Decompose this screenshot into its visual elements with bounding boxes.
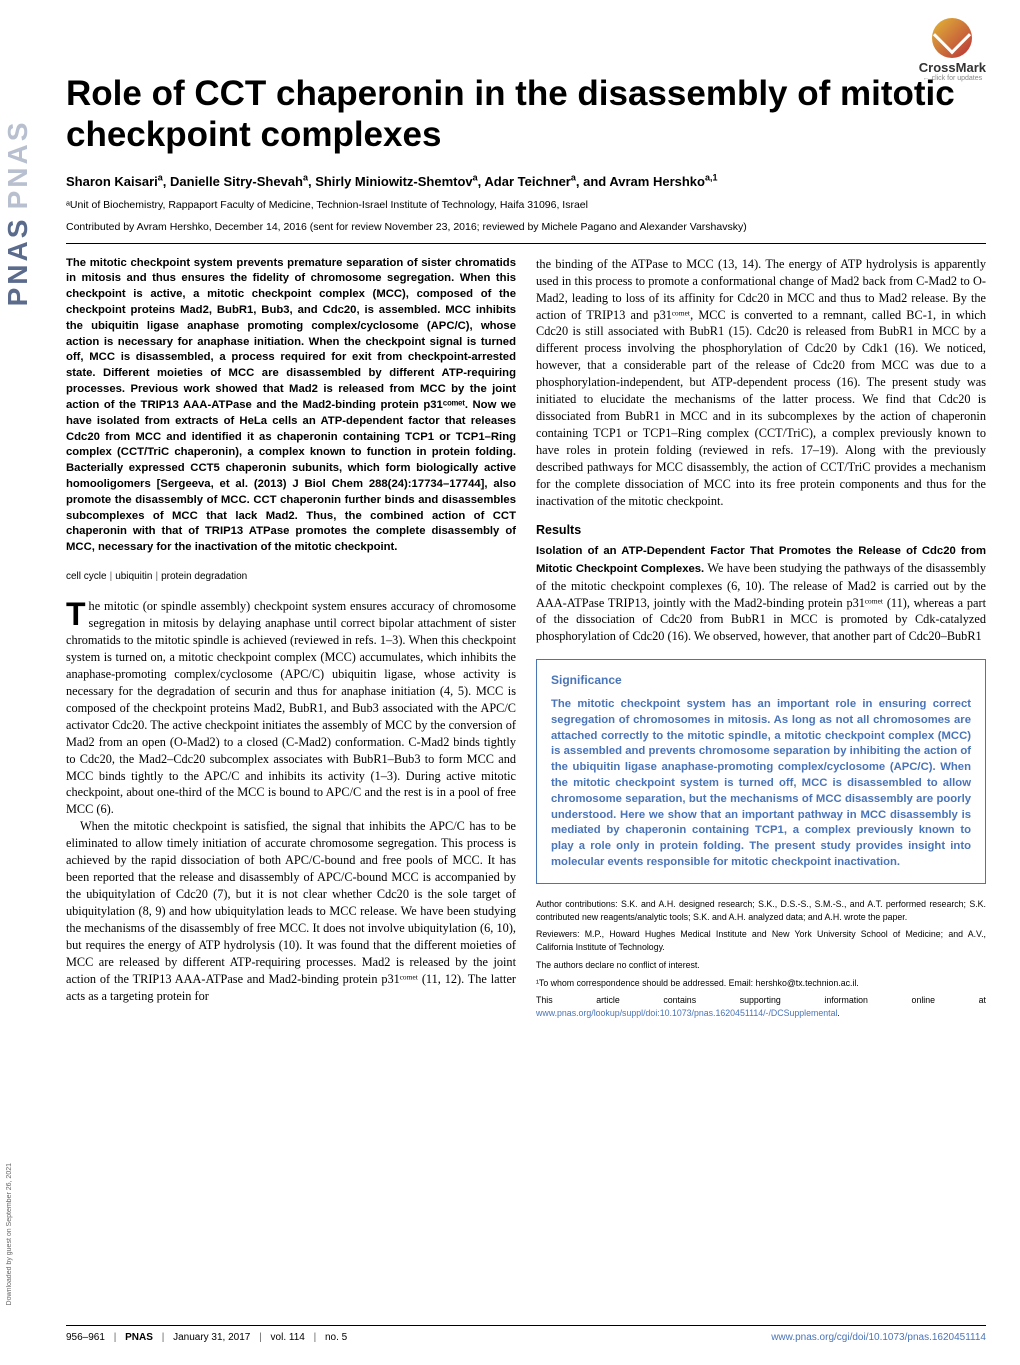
pnas-logo-text: PNAS bbox=[2, 217, 33, 307]
footnote-reviewers: Reviewers: M.P., Howard Hughes Medical I… bbox=[536, 928, 986, 954]
issue-number: no. 5 bbox=[325, 1332, 347, 1343]
significance-box: Significance The mitotic checkpoint syst… bbox=[536, 659, 986, 883]
abstract: The mitotic checkpoint system prevents p… bbox=[66, 256, 516, 556]
footnote-conflict: The authors declare no conflict of inter… bbox=[536, 959, 986, 972]
journal-name: PNAS bbox=[125, 1332, 153, 1343]
page-footer: 956–961 | PNAS | January 31, 2017 | vol.… bbox=[66, 1325, 986, 1343]
article-content: CrossMark ← click for updates Role of CC… bbox=[66, 28, 986, 1025]
footer-left: 956–961 | PNAS | January 31, 2017 | vol.… bbox=[66, 1332, 347, 1343]
footnotes: Author contributions: S.K. and A.H. desi… bbox=[536, 898, 986, 1020]
body-text: The mitotic (or spindle assembly) checkp… bbox=[66, 598, 516, 1005]
pnas-logo-shadow: PNAS bbox=[2, 120, 33, 210]
article-title: Role of CCT chaperonin in the disassembl… bbox=[66, 73, 986, 156]
footnote-author-contributions: Author contributions: S.K. and A.H. desi… bbox=[536, 898, 986, 924]
crossmark-label: CrossMark bbox=[919, 60, 986, 75]
crossmark-sublabel: ← click for updates bbox=[919, 75, 986, 82]
keyword: protein degradation bbox=[161, 571, 247, 582]
left-column: The mitotic checkpoint system prevents p… bbox=[66, 256, 516, 1025]
body-text: the binding of the ATPase to MCC (13, 14… bbox=[536, 256, 986, 511]
keywords: cell cycle|ubiquitin|protein degradation bbox=[66, 570, 516, 584]
affiliation: ᵃUnit of Biochemistry, Rappaport Faculty… bbox=[66, 199, 986, 211]
footnote-correspondence: ¹To whom correspondence should be addres… bbox=[536, 977, 986, 990]
footer-right: www.pnas.org/cgi/doi/10.1073/pnas.162045… bbox=[771, 1332, 986, 1343]
contributed-line: Contributed by Avram Hershko, December 1… bbox=[66, 221, 986, 244]
dropcap: T bbox=[66, 598, 89, 628]
authors-line: Sharon Kaisaria, Danielle Sitry-Shevaha,… bbox=[66, 174, 986, 189]
keyword: cell cycle bbox=[66, 571, 107, 582]
doi-link[interactable]: www.pnas.org/cgi/doi/10.1073/pnas.162045… bbox=[771, 1332, 986, 1343]
crossmark-badge[interactable]: CrossMark ← click for updates bbox=[919, 18, 986, 82]
keyword: ubiquitin bbox=[115, 571, 152, 582]
significance-body: The mitotic checkpoint system has an imp… bbox=[551, 697, 971, 871]
two-column-layout: The mitotic checkpoint system prevents p… bbox=[66, 256, 986, 1025]
pnas-sidebar: PNAS PNAS bbox=[0, 0, 36, 1365]
downloaded-note: Downloaded by guest on September 26, 202… bbox=[6, 1163, 13, 1305]
issue-date: January 31, 2017 bbox=[173, 1332, 250, 1343]
supplement-link[interactable]: www.pnas.org/lookup/suppl/doi:10.1073/pn… bbox=[536, 1008, 837, 1018]
results-text: Isolation of an ATP-Dependent Factor Tha… bbox=[536, 542, 986, 645]
section-heading-results: Results bbox=[536, 522, 986, 539]
paragraph: he mitotic (or spindle assembly) checkpo… bbox=[66, 599, 516, 817]
paragraph: the binding of the ATPase to MCC (13, 14… bbox=[536, 256, 986, 511]
significance-title: Significance bbox=[551, 672, 971, 689]
page-range: 956–961 bbox=[66, 1332, 105, 1343]
crossmark-icon bbox=[932, 18, 972, 58]
pnas-logo: PNAS PNAS bbox=[6, 120, 30, 306]
footnote-supplement: This article contains supporting informa… bbox=[536, 994, 986, 1020]
paragraph: When the mitotic checkpoint is satisfied… bbox=[66, 818, 516, 1005]
volume: vol. 114 bbox=[271, 1332, 305, 1343]
right-column: the binding of the ATPase to MCC (13, 14… bbox=[536, 256, 986, 1025]
